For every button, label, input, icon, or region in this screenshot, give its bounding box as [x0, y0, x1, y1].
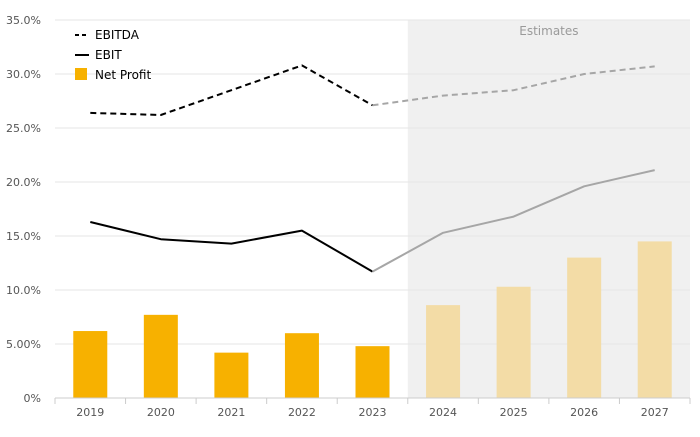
net-profit-bar [637, 241, 672, 398]
net-profit-bar [214, 352, 249, 398]
net-profit-bars [73, 241, 672, 398]
legend-label-ebit: EBIT [95, 48, 122, 62]
y-tick-label: 35.0% [6, 14, 41, 27]
y-tick-label: 10.0% [6, 284, 41, 297]
x-axis: 2019 2020 2021 2022 2023 2024 2025 2026 2027 [54, 397, 691, 419]
y-tick-label: 30.0% [6, 68, 41, 81]
x-tick-label: 2023 [359, 406, 387, 419]
net-profit-bar [426, 305, 461, 398]
net-profit-bar [355, 346, 390, 398]
net-profit-bar [496, 286, 531, 398]
ebit-line-actual [90, 221, 374, 273]
series-lines [90, 64, 655, 273]
y-tick-label: 25.0% [6, 122, 41, 135]
y-tick-label: 15.0% [6, 230, 41, 243]
x-tick-label: 2021 [217, 406, 245, 419]
y-tick-label: 0% [24, 392, 41, 405]
legend-label-net-profit: Net Profit [95, 68, 151, 82]
x-tick-label: 2027 [641, 406, 669, 419]
legend-label-ebitda: EBITDA [95, 28, 140, 42]
y-axis: 0% 5.00% 10.0% 15.0% 20.0% 25.0% 30.0% 35.0% [6, 14, 41, 405]
legend: EBITDA EBIT Net Profit [75, 28, 151, 82]
net-profit-bar [143, 314, 178, 398]
legend-swatch-net-profit [75, 68, 87, 80]
ebit-line-estimate [372, 169, 655, 273]
net-profit-bar [284, 333, 319, 398]
x-tick-label: 2026 [570, 406, 598, 419]
x-tick-label: 2019 [76, 406, 104, 419]
x-tick-label: 2024 [429, 406, 457, 419]
ebitda-line-estimate [372, 65, 655, 107]
x-tick-label: 2022 [288, 406, 316, 419]
y-tick-label: 20.0% [6, 176, 41, 189]
net-profit-bar [73, 331, 108, 398]
ebitda-line-actual [90, 64, 373, 116]
net-profit-bar [567, 257, 602, 398]
x-tick-label: 2020 [147, 406, 175, 419]
estimates-label: Estimates [519, 24, 578, 38]
y-tick-label: 5.00% [6, 338, 41, 351]
x-tick-label: 2025 [500, 406, 528, 419]
